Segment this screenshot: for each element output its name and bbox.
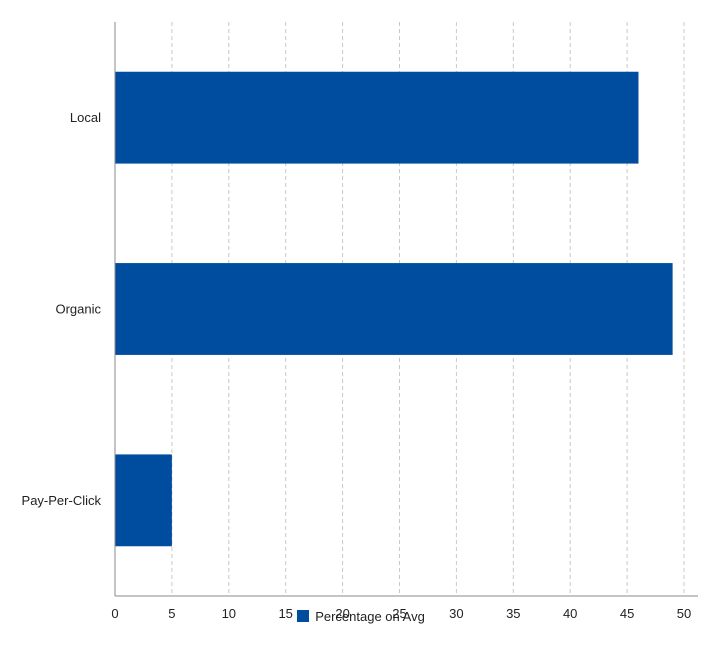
category-label: Pay-Per-Click [22,493,102,508]
x-tick-label: 35 [506,606,520,621]
bar-organic [115,263,673,355]
category-label: Organic [55,302,101,317]
labels: Local Organic Pay-Per-Click 0 5 10 15 20 25 30 35 4… [22,110,692,621]
x-tick-label: 0 [111,606,118,621]
x-tick-label: 10 [222,606,236,621]
x-tick-label: 40 [563,606,577,621]
x-tick-label: 25 [392,606,406,621]
axes [114,22,698,597]
legend-label: Percentage on Avg [315,608,425,624]
x-tick-label: 45 [620,606,634,621]
x-tick-label: 20 [335,606,349,621]
legend: Percentage on Avg [0,606,722,626]
bars [115,71,673,547]
bar-pay-per-click [115,454,172,547]
x-tick-label: 50 [677,606,691,621]
legend-swatch [297,610,310,622]
x-tick-label: 15 [278,606,292,621]
category-label: Local [70,110,101,125]
bar-local [115,71,639,164]
x-tick-label: 30 [449,606,463,621]
x-tick-label: 5 [168,606,175,621]
